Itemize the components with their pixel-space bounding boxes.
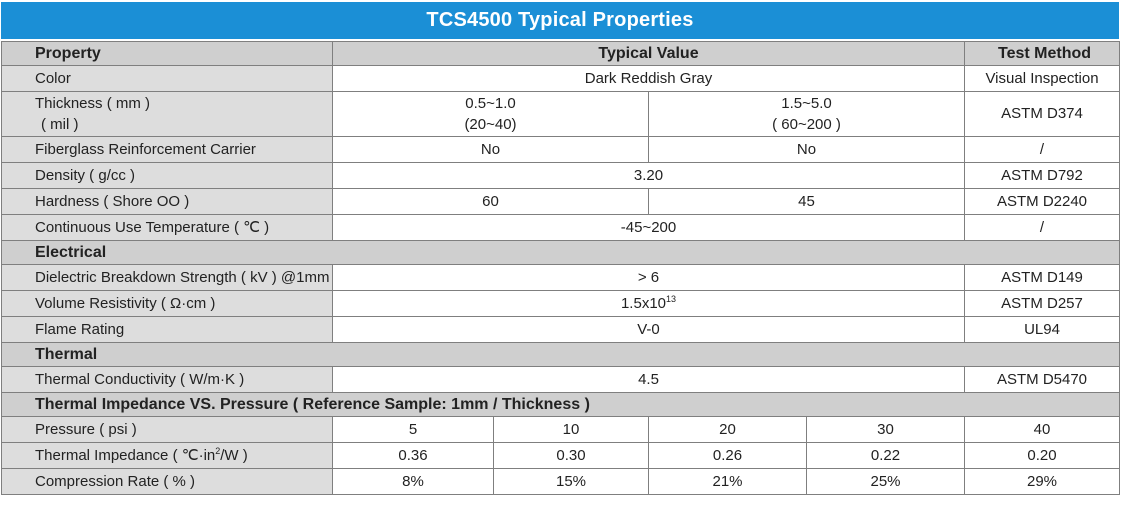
compression-value: 21% — [648, 468, 807, 495]
row-pressure: Pressure ( psi ) 5 10 20 30 40 — [1, 416, 1121, 443]
section-thermal: Thermal — [0, 342, 1121, 367]
impedance-value: 0.36 — [332, 442, 494, 469]
row-flame-rating: Flame Rating V-0 UL94 — [1, 316, 1121, 343]
value-b-line2: ( 60~200 ) — [772, 116, 841, 133]
row-thermal-conductivity: Thermal Conductivity ( W/m·K ) 4.5 ASTM … — [1, 366, 1121, 393]
compression-value: 25% — [805, 468, 966, 495]
row-continuous-temp: Continuous Use Temperature ( ℃ ) -45~200… — [1, 214, 1121, 241]
section-thermal-impedance: Thermal Impedance VS. Pressure ( Referen… — [0, 392, 1121, 417]
property-name: Density ( g/cc ) — [1, 162, 333, 189]
pressure-value: 40 — [964, 416, 1121, 443]
property-name-line1: Thickness ( mm ) — [35, 95, 151, 112]
typical-value: 4.5 — [331, 366, 966, 393]
header-test-method: Test Method — [964, 41, 1121, 66]
property-name: Fiberglass Reinforcement Carrier — [1, 136, 333, 163]
typical-value-a: 0.5~1.0 (20~40) — [332, 91, 649, 137]
test-method: / — [964, 214, 1121, 241]
property-name: Dielectric Breakdown Strength ( kV ) @1m… — [1, 264, 333, 291]
property-name: Volume Resistivity ( Ω·cm ) — [1, 290, 333, 317]
property-name: Continuous Use Temperature ( ℃ ) — [1, 214, 333, 241]
section-heading: Thermal Impedance VS. Pressure ( Referen… — [0, 392, 1121, 417]
row-dielectric: Dielectric Breakdown Strength ( kV ) @1m… — [1, 264, 1121, 291]
property-name: Hardness ( Shore OO ) — [1, 188, 333, 215]
properties-table: Property Typical Value Test Method Color… — [0, 41, 1121, 495]
row-density: Density ( g/cc ) 3.20 ASTM D792 — [1, 162, 1121, 189]
value-base: 1.5x10 — [620, 294, 667, 312]
compression-value: 29% — [964, 468, 1121, 495]
typical-value-a: 60 — [332, 188, 649, 215]
typical-value: V-0 — [331, 316, 966, 343]
test-method: Visual Inspection — [964, 65, 1121, 92]
row-thermal-impedance: Thermal Impedance ( ℃·in2/W ) 0.36 0.30 … — [1, 442, 1121, 469]
typical-value-a: No — [332, 136, 649, 163]
typical-value: -45~200 — [331, 214, 966, 241]
property-name: Compression Rate ( % ) — [1, 468, 333, 495]
value-exponent: 13 — [666, 293, 677, 304]
test-method: ASTM D149 — [964, 264, 1121, 291]
pressure-value: 30 — [805, 416, 966, 443]
name-exponent: 2 — [215, 445, 221, 456]
header-row: Property Typical Value Test Method — [1, 41, 1121, 66]
test-method: ASTM D374 — [964, 91, 1121, 137]
row-compression-rate: Compression Rate ( % ) 8% 15% 21% 25% 29… — [1, 468, 1121, 495]
name-tail: /W ) — [220, 446, 248, 464]
typical-value: Dark Reddish Gray — [331, 65, 966, 92]
row-volume-resistivity: Volume Resistivity ( Ω·cm ) 1.5x1013 AST… — [1, 290, 1121, 317]
typical-value: 1.5x1013 — [331, 290, 966, 317]
typical-value: 3.20 — [331, 162, 966, 189]
pressure-value: 20 — [648, 416, 807, 443]
value-a-line1: 0.5~1.0 — [465, 95, 516, 112]
pressure-value: 10 — [493, 416, 649, 443]
impedance-value: 0.20 — [964, 442, 1121, 469]
typical-value-b: 45 — [647, 188, 966, 215]
impedance-value: 0.26 — [648, 442, 807, 469]
typical-value: > 6 — [331, 264, 966, 291]
typical-value-b: 1.5~5.0 ( 60~200 ) — [647, 91, 966, 137]
compression-value: 8% — [332, 468, 494, 495]
test-method: ASTM D792 — [964, 162, 1121, 189]
section-electrical: Electrical — [0, 240, 1121, 265]
row-fiberglass: Fiberglass Reinforcement Carrier No No / — [1, 136, 1121, 163]
test-method: ASTM D5470 — [964, 366, 1121, 393]
test-method: ASTM D2240 — [964, 188, 1121, 215]
value-a-line2: (20~40) — [464, 116, 517, 133]
header-property: Property — [1, 41, 333, 66]
test-method: ASTM D257 — [964, 290, 1121, 317]
property-name-line2: ( mil ) — [41, 116, 79, 133]
section-heading: Electrical — [0, 240, 1121, 265]
typical-value-b: No — [647, 136, 966, 163]
row-hardness: Hardness ( Shore OO ) 60 45 ASTM D2240 — [1, 188, 1121, 215]
property-name: Thermal Conductivity ( W/m·K ) — [1, 366, 333, 393]
property-name: Flame Rating — [1, 316, 333, 343]
table-title: TCS4500 Typical Properties — [1, 2, 1119, 41]
property-name: Color — [1, 65, 333, 92]
section-heading: Thermal — [0, 342, 1121, 367]
impedance-value: 0.22 — [805, 442, 966, 469]
impedance-value: 0.30 — [493, 442, 649, 469]
row-color: Color Dark Reddish Gray Visual Inspectio… — [1, 65, 1121, 92]
test-method: UL94 — [964, 316, 1121, 343]
name-base: Thermal Impedance ( ℃·in — [35, 446, 216, 464]
property-name: Thermal Impedance ( ℃·in2/W ) — [1, 442, 333, 469]
property-name: Thickness ( mm ) ( mil ) — [1, 91, 333, 137]
header-typical-value: Typical Value — [331, 41, 966, 66]
row-thickness: Thickness ( mm ) ( mil ) 0.5~1.0 (20~40)… — [1, 91, 1121, 137]
value-b-line1: 1.5~5.0 — [781, 95, 832, 112]
pressure-value: 5 — [332, 416, 494, 443]
compression-value: 15% — [493, 468, 649, 495]
property-name: Pressure ( psi ) — [1, 416, 333, 443]
test-method: / — [964, 136, 1121, 163]
